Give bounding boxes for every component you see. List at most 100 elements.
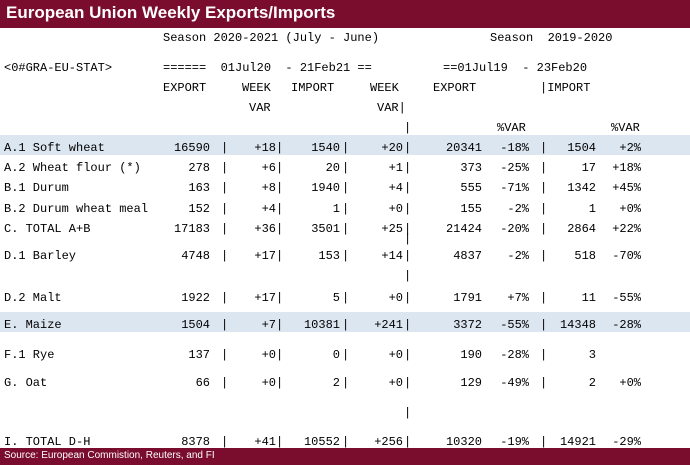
title-bar: European Union Weekly Exports/Imports [0,0,690,28]
cell-week-var: +17 [254,249,276,263]
ric-code: <0#GRA-EU-STAT> [4,61,113,75]
separator: | [404,406,412,420]
separator: | [342,222,350,236]
col-week2-header: WEEK [370,81,399,95]
separator: | [276,318,284,332]
season-current-label: Season 2020-2021 (July - June) [163,31,380,45]
cell-import: 5 [332,291,340,305]
cell-week-var2: +4 [388,181,403,195]
separator: | [404,141,412,155]
separator: | [221,161,229,175]
separator: | [342,435,350,449]
separator: | [404,222,412,236]
separator: | [342,161,350,175]
cell-import-prev: 1504 [567,141,596,155]
separator: | [342,376,350,390]
separator: | [404,318,412,332]
cell-pct2: +18% [612,161,641,175]
cell-export: 17183 [173,222,210,236]
col-var2-header: VAR| [377,101,406,115]
cell-label: C. TOTAL A+B [4,222,91,236]
separator: | [404,202,412,216]
cell-week-var2: +241 [374,318,403,332]
separator: | [404,249,412,263]
cell-import: 1540 [311,141,340,155]
cell-export-prev: 21424 [445,222,482,236]
separator: | [404,291,412,305]
cell-export: 1922 [181,291,210,305]
separator: | [276,222,284,236]
cell-week-var2: +0 [388,376,403,390]
cell-pct1: -2% [507,249,529,263]
separator: | [342,291,350,305]
col-week-header: WEEK [242,81,271,95]
cell-pct1: -20% [500,222,529,236]
cell-pct1: -2% [507,202,529,216]
separator: | [221,435,229,449]
table-row: I. TOTAL D-H 8378 | +41 | 10552 | +256 | 10320 -19… [0,433,690,451]
cell-import-prev: 1342 [567,181,596,195]
cell-label: D.1 Barley [4,249,77,263]
separator: | [276,376,284,390]
separator: | [404,121,412,135]
cell-import-prev: 2864 [567,222,596,236]
cell-import-prev: 14348 [559,318,596,332]
separator: | [276,202,284,216]
separator: | [221,222,229,236]
cell-label: G. Oat [4,376,48,390]
col-pct-var2-header: %VAR [611,121,640,135]
separator: | [540,181,548,195]
separator: | [276,181,284,195]
col-pct-var-header: %VAR [497,121,526,135]
cell-export-prev: 129 [460,376,482,390]
separator: | [276,348,284,362]
separator: | [342,141,350,155]
cell-import-prev: 17 [581,161,596,175]
cell-import-prev: 2 [588,376,596,390]
cell-export: 4748 [181,249,210,263]
date-range-current: ====== 01Jul20 - 21Feb21 == [163,61,372,75]
row-highlight [0,312,690,332]
cell-week-var: +41 [254,435,276,449]
cell-export-prev: 555 [460,181,482,195]
cell-import: 1 [332,202,340,216]
table-row: G. Oat 66 | +0 | 2 | +0 | 129 -49% | 2 +0% [0,374,690,392]
cell-label: I. TOTAL D-H [4,435,91,449]
separator: | [221,348,229,362]
separator: | [276,435,284,449]
separator: | [540,291,548,305]
cell-export-prev: 190 [460,348,482,362]
separator: | [540,435,548,449]
cell-week-var: +0 [261,348,276,362]
cell-export: 1504 [181,318,210,332]
cell-label: D.2 Malt [4,291,62,305]
cell-export-prev: 3372 [453,318,482,332]
cell-export-prev: 373 [460,161,482,175]
page-title: European Union Weekly Exports/Imports [6,3,336,22]
cell-week-var: +6 [261,161,276,175]
cell-import: 10381 [303,318,340,332]
cell-import: 0 [332,348,340,362]
cell-week-var: +18 [254,141,276,155]
table-row: A.2 Wheat flour (*) 278 | +6 | 20 | +1 | 373 -25% |… [0,159,690,177]
cell-export: 163 [188,181,210,195]
col-var-header: VAR [249,101,271,115]
cell-import-prev: 11 [581,291,596,305]
separator: | [540,376,548,390]
cell-import-prev: 3 [588,348,596,362]
separator: | [540,141,548,155]
cell-week-var: +17 [254,291,276,305]
footer-bar: Source: European Commistion, Reuters, an… [0,448,690,465]
cell-pct1: -19% [500,435,529,449]
separator: | [221,376,229,390]
cell-pct2: +0% [619,202,641,216]
separator: | [221,291,229,305]
cell-week-var: +8 [261,181,276,195]
cell-label: B.1 Durum [4,181,69,195]
cell-pct1: -28% [500,348,529,362]
separator: | [404,376,412,390]
separator: | [221,249,229,263]
cell-export-prev: 10320 [445,435,482,449]
cell-label: E. Maize [4,318,62,332]
separator: | [540,318,548,332]
